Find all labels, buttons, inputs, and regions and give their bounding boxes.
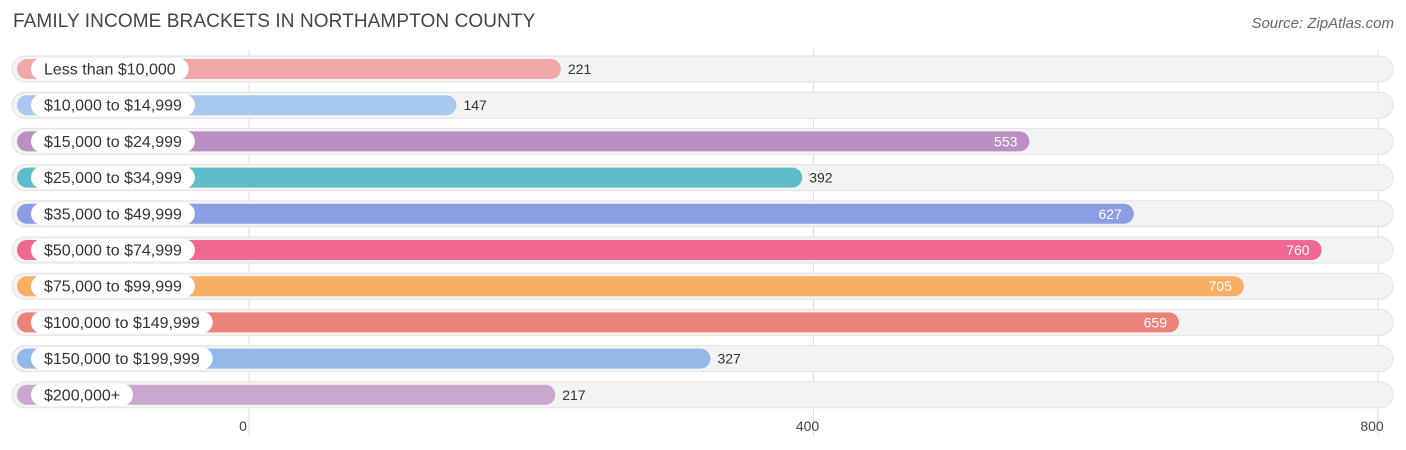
- bar: [17, 240, 1322, 260]
- bar-row: $25,000 to $34,999 392: [11, 164, 1394, 192]
- category-chip: [31, 166, 195, 189]
- category-chip: [31, 130, 195, 153]
- bar: [17, 167, 803, 188]
- category-chip: [31, 202, 195, 225]
- category-label: $100,000 to $149,999: [44, 315, 200, 332]
- category-chip: [31, 275, 195, 298]
- category-chip: [31, 311, 213, 334]
- category-label: $35,000 to $49,999: [44, 206, 182, 223]
- category-label: $200,000+: [44, 387, 120, 404]
- value-label: 760: [1286, 242, 1310, 258]
- value-label: 705: [1209, 278, 1233, 294]
- category-label: $25,000 to $34,999: [44, 170, 182, 187]
- value-label: 627: [1098, 206, 1122, 222]
- source-label: Source: ZipAtlas.com: [1251, 15, 1394, 32]
- bar-row: $75,000 to $99,999 705: [11, 272, 1394, 300]
- value-label: 147: [463, 97, 487, 113]
- bar-row: $100,000 to $149,999 659: [11, 308, 1394, 336]
- bar: [17, 203, 1134, 224]
- category-chip: [31, 58, 189, 80]
- category-label: $15,000 to $24,999: [44, 134, 182, 151]
- bar-row: $50,000 to $74,999 760: [11, 236, 1394, 264]
- bar: [17, 384, 556, 405]
- value-label: 659: [1144, 314, 1168, 330]
- category-chip: [31, 383, 134, 406]
- bar-row: $150,000 to $199,999 327: [11, 345, 1394, 373]
- category-label: $150,000 to $199,999: [44, 351, 200, 368]
- category-chip: [31, 239, 195, 261]
- chart-title: FAMILY INCOME BRACKETS IN NORTHAMPTON CO…: [13, 11, 536, 32]
- x-tick-label: 400: [796, 418, 820, 434]
- x-tick-label: 0: [239, 418, 247, 434]
- category-label: $10,000 to $14,999: [44, 98, 182, 115]
- bar-row: Less than $10,000 221: [11, 55, 1394, 83]
- value-label: 392: [809, 170, 833, 186]
- value-label: 221: [568, 61, 592, 77]
- bar: [17, 276, 1244, 297]
- category-label: Less than $10,000: [44, 62, 176, 79]
- category-chip: [31, 94, 195, 117]
- category-label: $75,000 to $99,999: [44, 279, 182, 296]
- value-label: 327: [717, 351, 741, 367]
- x-tick-label: 800: [1360, 418, 1384, 434]
- bar-row: $10,000 to $14,999 147: [11, 91, 1394, 119]
- bar-row: $35,000 to $49,999 627: [11, 200, 1394, 228]
- category-label: $50,000 to $74,999: [44, 243, 182, 260]
- value-label: 553: [994, 133, 1018, 149]
- bar: [17, 312, 1180, 333]
- bar-row: $200,000+ 217: [11, 381, 1394, 409]
- bar-row: $15,000 to $24,999 553: [11, 127, 1394, 155]
- bar: [17, 131, 1030, 152]
- value-label: 217: [562, 387, 586, 403]
- category-chip: [31, 347, 213, 370]
